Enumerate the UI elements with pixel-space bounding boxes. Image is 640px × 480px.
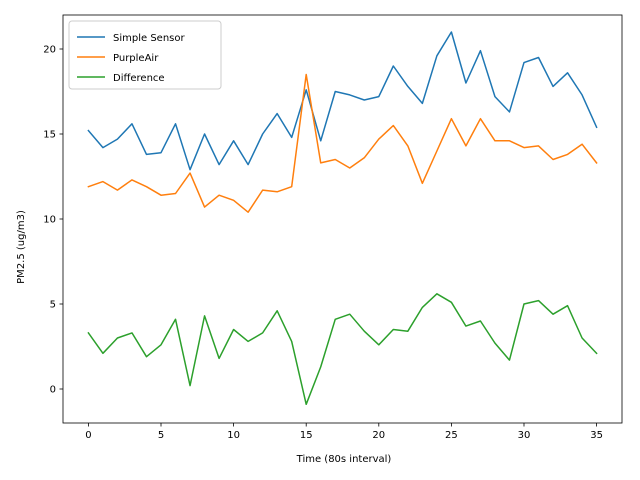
- y-axis-label: PM2.5 (ug/m3): [16, 210, 27, 284]
- x-tick-label: 5: [158, 430, 164, 441]
- legend: Simple Sensor PurpleAir Difference: [68, 20, 222, 90]
- legend-box: [68, 20, 222, 90]
- x-axis-label: Time (80s interval): [296, 454, 392, 465]
- y-tick-label: 20: [43, 45, 56, 56]
- x-tick-label: 10: [227, 430, 240, 441]
- y-tick-label: 10: [43, 215, 56, 226]
- x-tick-label: 30: [518, 430, 531, 441]
- x-tick-label: 15: [300, 430, 313, 441]
- x-tick-label: 0: [85, 430, 91, 441]
- x-axis-ticks: 0 5 10 15 20 25 30 35: [85, 423, 603, 441]
- legend-label-0: Simple Sensor: [113, 33, 185, 44]
- y-axis-ticks: 0 5 10 15 20: [43, 45, 63, 396]
- x-tick-label: 35: [590, 430, 603, 441]
- y-tick-label: 15: [43, 130, 56, 141]
- y-tick-label: 0: [50, 385, 56, 396]
- x-tick-label: 20: [372, 430, 385, 441]
- legend-label-2: Difference: [113, 73, 165, 84]
- series-line-1: [87, 73, 598, 213]
- x-tick-label: 25: [445, 430, 458, 441]
- legend-label-1: PurpleAir: [113, 53, 159, 64]
- series-line-2: [87, 293, 598, 406]
- y-tick-label: 5: [50, 300, 56, 311]
- series-line-0: [87, 31, 598, 171]
